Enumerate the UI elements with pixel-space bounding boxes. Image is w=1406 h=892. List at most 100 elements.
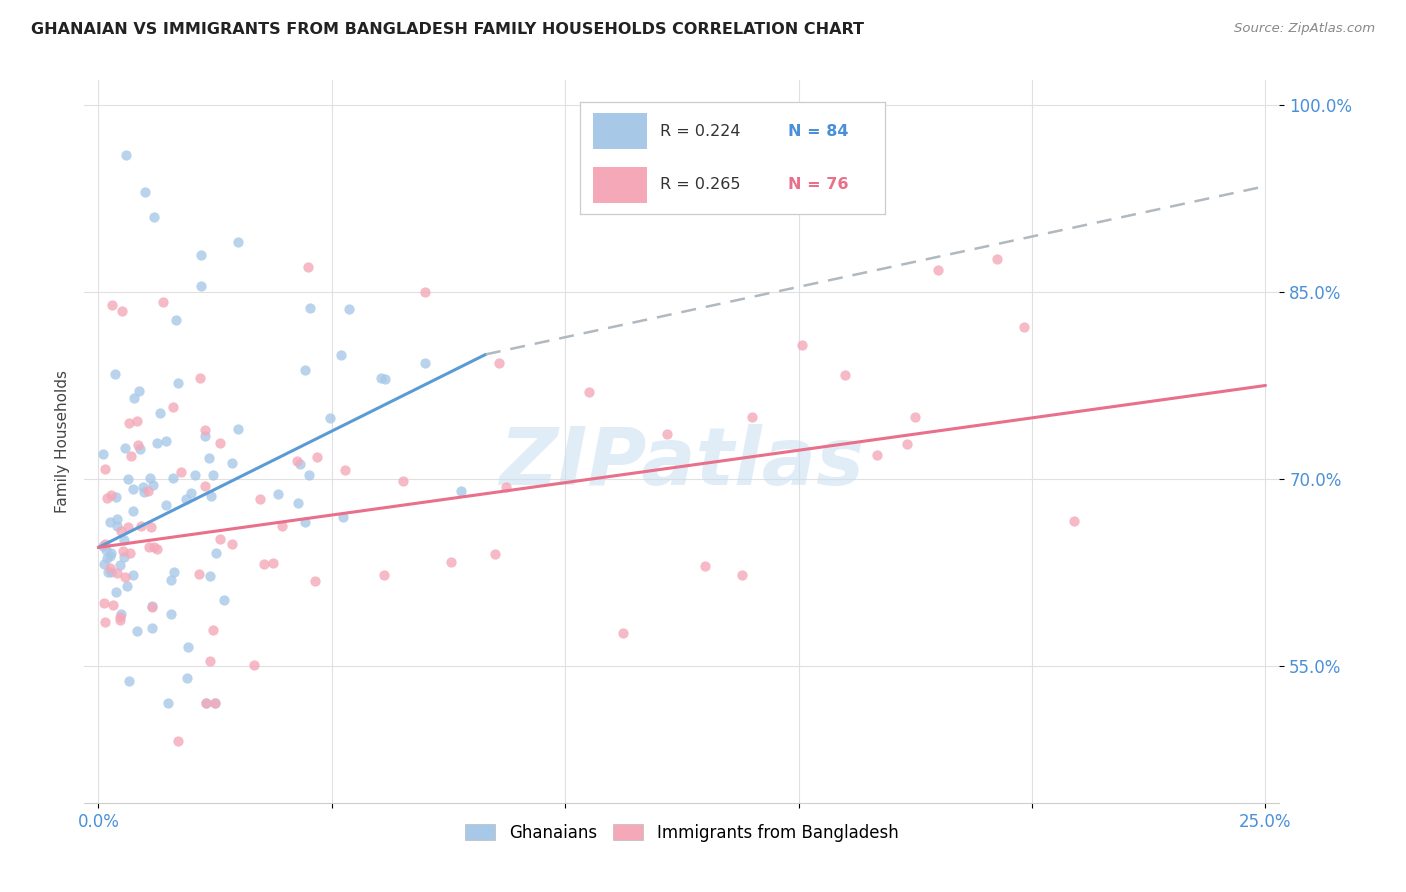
Point [143, 211, 166, 225]
Point [110, 613, 132, 627]
Point [111, 544, 134, 558]
Point [202, 623, 225, 637]
Point [204, 546, 226, 560]
Point [440, 555, 463, 569]
Point [612, 625, 634, 640]
Point [194, 696, 217, 710]
Point [298, 467, 321, 482]
Point [155, 434, 177, 449]
Point [194, 429, 217, 443]
Point [373, 567, 395, 582]
Point [105, 511, 128, 525]
Point [333, 463, 356, 477]
Point [100, 515, 122, 529]
Point [271, 518, 294, 533]
Point [226, 422, 249, 436]
Point [294, 363, 316, 377]
Text: GHANAIAN VS IMMIGRANTS FROM BANGLADESH FAMILY HOUSEHOLDS CORRELATION CHART: GHANAIAN VS IMMIGRANTS FROM BANGLADESH F… [31, 22, 863, 37]
Point [176, 640, 198, 655]
Point [108, 609, 131, 624]
Point [488, 356, 510, 370]
Point [112, 533, 135, 548]
Point [374, 372, 396, 386]
Point [110, 558, 132, 572]
Point [93, 557, 115, 571]
Point [413, 285, 436, 299]
Point [986, 252, 1008, 266]
Point [114, 570, 136, 584]
Point [112, 549, 135, 564]
Point [117, 472, 139, 486]
Text: Source: ZipAtlas.com: Source: ZipAtlas.com [1234, 22, 1375, 36]
Point [197, 450, 219, 465]
Point [170, 465, 193, 479]
Point [146, 435, 169, 450]
Point [120, 450, 142, 464]
Point [183, 467, 205, 482]
Point [110, 607, 132, 621]
Point [253, 557, 276, 571]
Point [105, 491, 128, 505]
Point [118, 546, 141, 560]
Point [118, 674, 141, 689]
Point [163, 565, 186, 579]
Point [157, 696, 180, 710]
Point [194, 696, 217, 710]
Point [94, 615, 117, 629]
Point [180, 486, 202, 500]
Point [114, 441, 136, 455]
Point [174, 491, 197, 506]
Point [392, 474, 415, 488]
Point [146, 542, 169, 557]
Point [249, 492, 271, 507]
Point [141, 621, 163, 635]
Point [94, 543, 117, 558]
Point [141, 478, 163, 492]
Point [200, 489, 222, 503]
Point [190, 279, 212, 293]
Point [267, 487, 290, 501]
Point [138, 540, 160, 554]
Point [332, 510, 354, 524]
Point [105, 566, 128, 580]
Point [122, 392, 145, 406]
Point [100, 565, 122, 579]
Point [100, 488, 122, 502]
Point [105, 518, 128, 533]
Point [91, 539, 114, 553]
Point [122, 568, 145, 582]
Point [141, 599, 163, 614]
Point [143, 541, 166, 555]
Point [790, 338, 813, 352]
Point [104, 368, 127, 382]
Point [160, 607, 183, 621]
Point [193, 423, 215, 437]
Point [204, 696, 226, 710]
Point [299, 301, 322, 315]
Point [194, 478, 217, 492]
Point [105, 584, 128, 599]
Point [413, 356, 436, 370]
Point [221, 537, 243, 551]
Point [484, 547, 506, 561]
Point [122, 482, 145, 496]
Point [115, 148, 138, 162]
Point [167, 376, 190, 391]
Point [578, 384, 600, 399]
Point [176, 671, 198, 685]
Point [111, 303, 134, 318]
Point [330, 348, 353, 362]
Point [221, 456, 243, 470]
Point [129, 519, 152, 533]
Point [101, 297, 124, 311]
Point [162, 471, 184, 485]
Point [294, 515, 316, 529]
Point [91, 447, 114, 461]
Point [228, 235, 250, 250]
Point [198, 654, 221, 668]
Point [927, 263, 949, 277]
Point [129, 442, 152, 457]
Point [138, 471, 160, 485]
Point [110, 524, 132, 538]
Point [101, 598, 124, 612]
